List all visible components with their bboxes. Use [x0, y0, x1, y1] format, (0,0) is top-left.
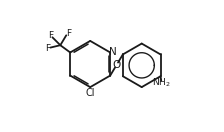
Text: Cl: Cl [86, 88, 95, 98]
Text: F: F [48, 31, 53, 41]
Text: F: F [45, 44, 51, 53]
Text: O: O [112, 60, 121, 70]
Text: NH$_2$: NH$_2$ [152, 77, 171, 89]
Text: N: N [109, 47, 117, 57]
Text: F: F [66, 29, 71, 39]
